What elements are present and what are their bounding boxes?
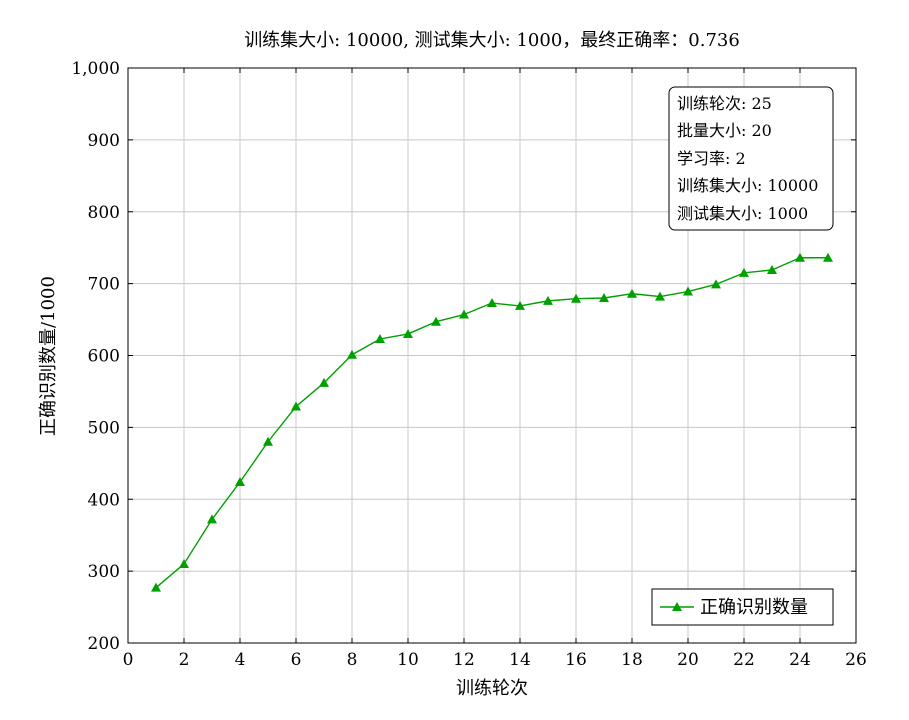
info-learning-rate: 学习率: 2 [677, 149, 746, 168]
plot-frame [127, 67, 857, 644]
data-point [711, 279, 721, 289]
x-tick-label: 14 [509, 650, 531, 670]
data-point [627, 288, 637, 298]
data-point [235, 477, 245, 486]
y-tick-label: 600 [88, 347, 120, 367]
data-point [151, 582, 161, 592]
y-axis-ticks: 200 300 400 500 600 700 800 900 1,000 [71, 59, 856, 654]
info-test-size: 测试集大小: 1000 [677, 204, 808, 223]
legend-label: 正确识别数量 [700, 597, 808, 618]
data-point [571, 293, 581, 303]
info-train-size: 训练集大小: 10000 [677, 176, 818, 195]
info-box: 训练轮次: 25 批量大小: 20 学习率: 2 训练集大小: 10000 测试… [668, 86, 834, 231]
series-line [155, 257, 828, 589]
x-tick-label: 8 [347, 650, 358, 670]
y-tick-label: 800 [88, 203, 120, 223]
data-point [683, 286, 693, 296]
info-epochs: 训练轮次: 25 [677, 94, 772, 113]
data-point [823, 252, 833, 262]
data-point [767, 264, 777, 274]
y-tick-label: 900 [88, 131, 120, 151]
legend-marker [672, 602, 682, 611]
info-batch-size: 批量大小: 20 [677, 121, 772, 140]
chart-title: 训练集大小: 10000, 测试集大小: 1000，最终正确率：0.736 [244, 30, 740, 51]
info-box-frame [668, 86, 834, 231]
x-axis-ticks: 0 2 4 6 8 10 12 14 16 18 20 22 24 26 [123, 68, 867, 670]
data-point [207, 514, 217, 524]
x-tick-label: 0 [123, 650, 134, 670]
data-point [347, 349, 357, 359]
y-tick-label: 700 [88, 275, 120, 295]
data-point [543, 295, 553, 305]
y-tick-label: 400 [88, 490, 120, 510]
x-axis-title: 训练轮次 [456, 678, 528, 699]
data-point [515, 300, 525, 310]
y-tick-label: 1,000 [71, 59, 120, 79]
data-point [263, 436, 273, 446]
data-point [319, 377, 329, 387]
data-point [375, 333, 385, 343]
x-tick-label: 18 [621, 650, 643, 670]
data-point [599, 293, 609, 302]
data-series [151, 252, 833, 592]
data-point [431, 316, 441, 326]
data-point [291, 401, 301, 411]
x-tick-label: 10 [397, 650, 419, 670]
y-tick-label: 200 [88, 634, 120, 654]
x-tick-label: 20 [677, 650, 699, 670]
x-tick-label: 24 [789, 650, 811, 670]
x-tick-label: 2 [179, 650, 190, 670]
x-tick-label: 22 [733, 650, 755, 670]
data-point [655, 291, 665, 301]
x-tick-label: 4 [235, 650, 246, 670]
x-tick-label: 6 [291, 650, 302, 670]
data-point [459, 309, 469, 319]
legend: 正确识别数量 [651, 588, 834, 626]
x-tick-label: 26 [845, 650, 867, 670]
y-axis-title: 正确识别数量/1000 [38, 276, 59, 436]
data-point [179, 558, 189, 568]
data-point [739, 267, 749, 277]
x-tick-label: 12 [453, 650, 475, 670]
y-tick-label: 500 [88, 418, 120, 438]
data-point [487, 298, 497, 308]
x-tick-label: 16 [565, 650, 587, 670]
data-point [403, 328, 413, 338]
y-tick-label: 300 [88, 562, 120, 582]
data-point [795, 252, 805, 262]
